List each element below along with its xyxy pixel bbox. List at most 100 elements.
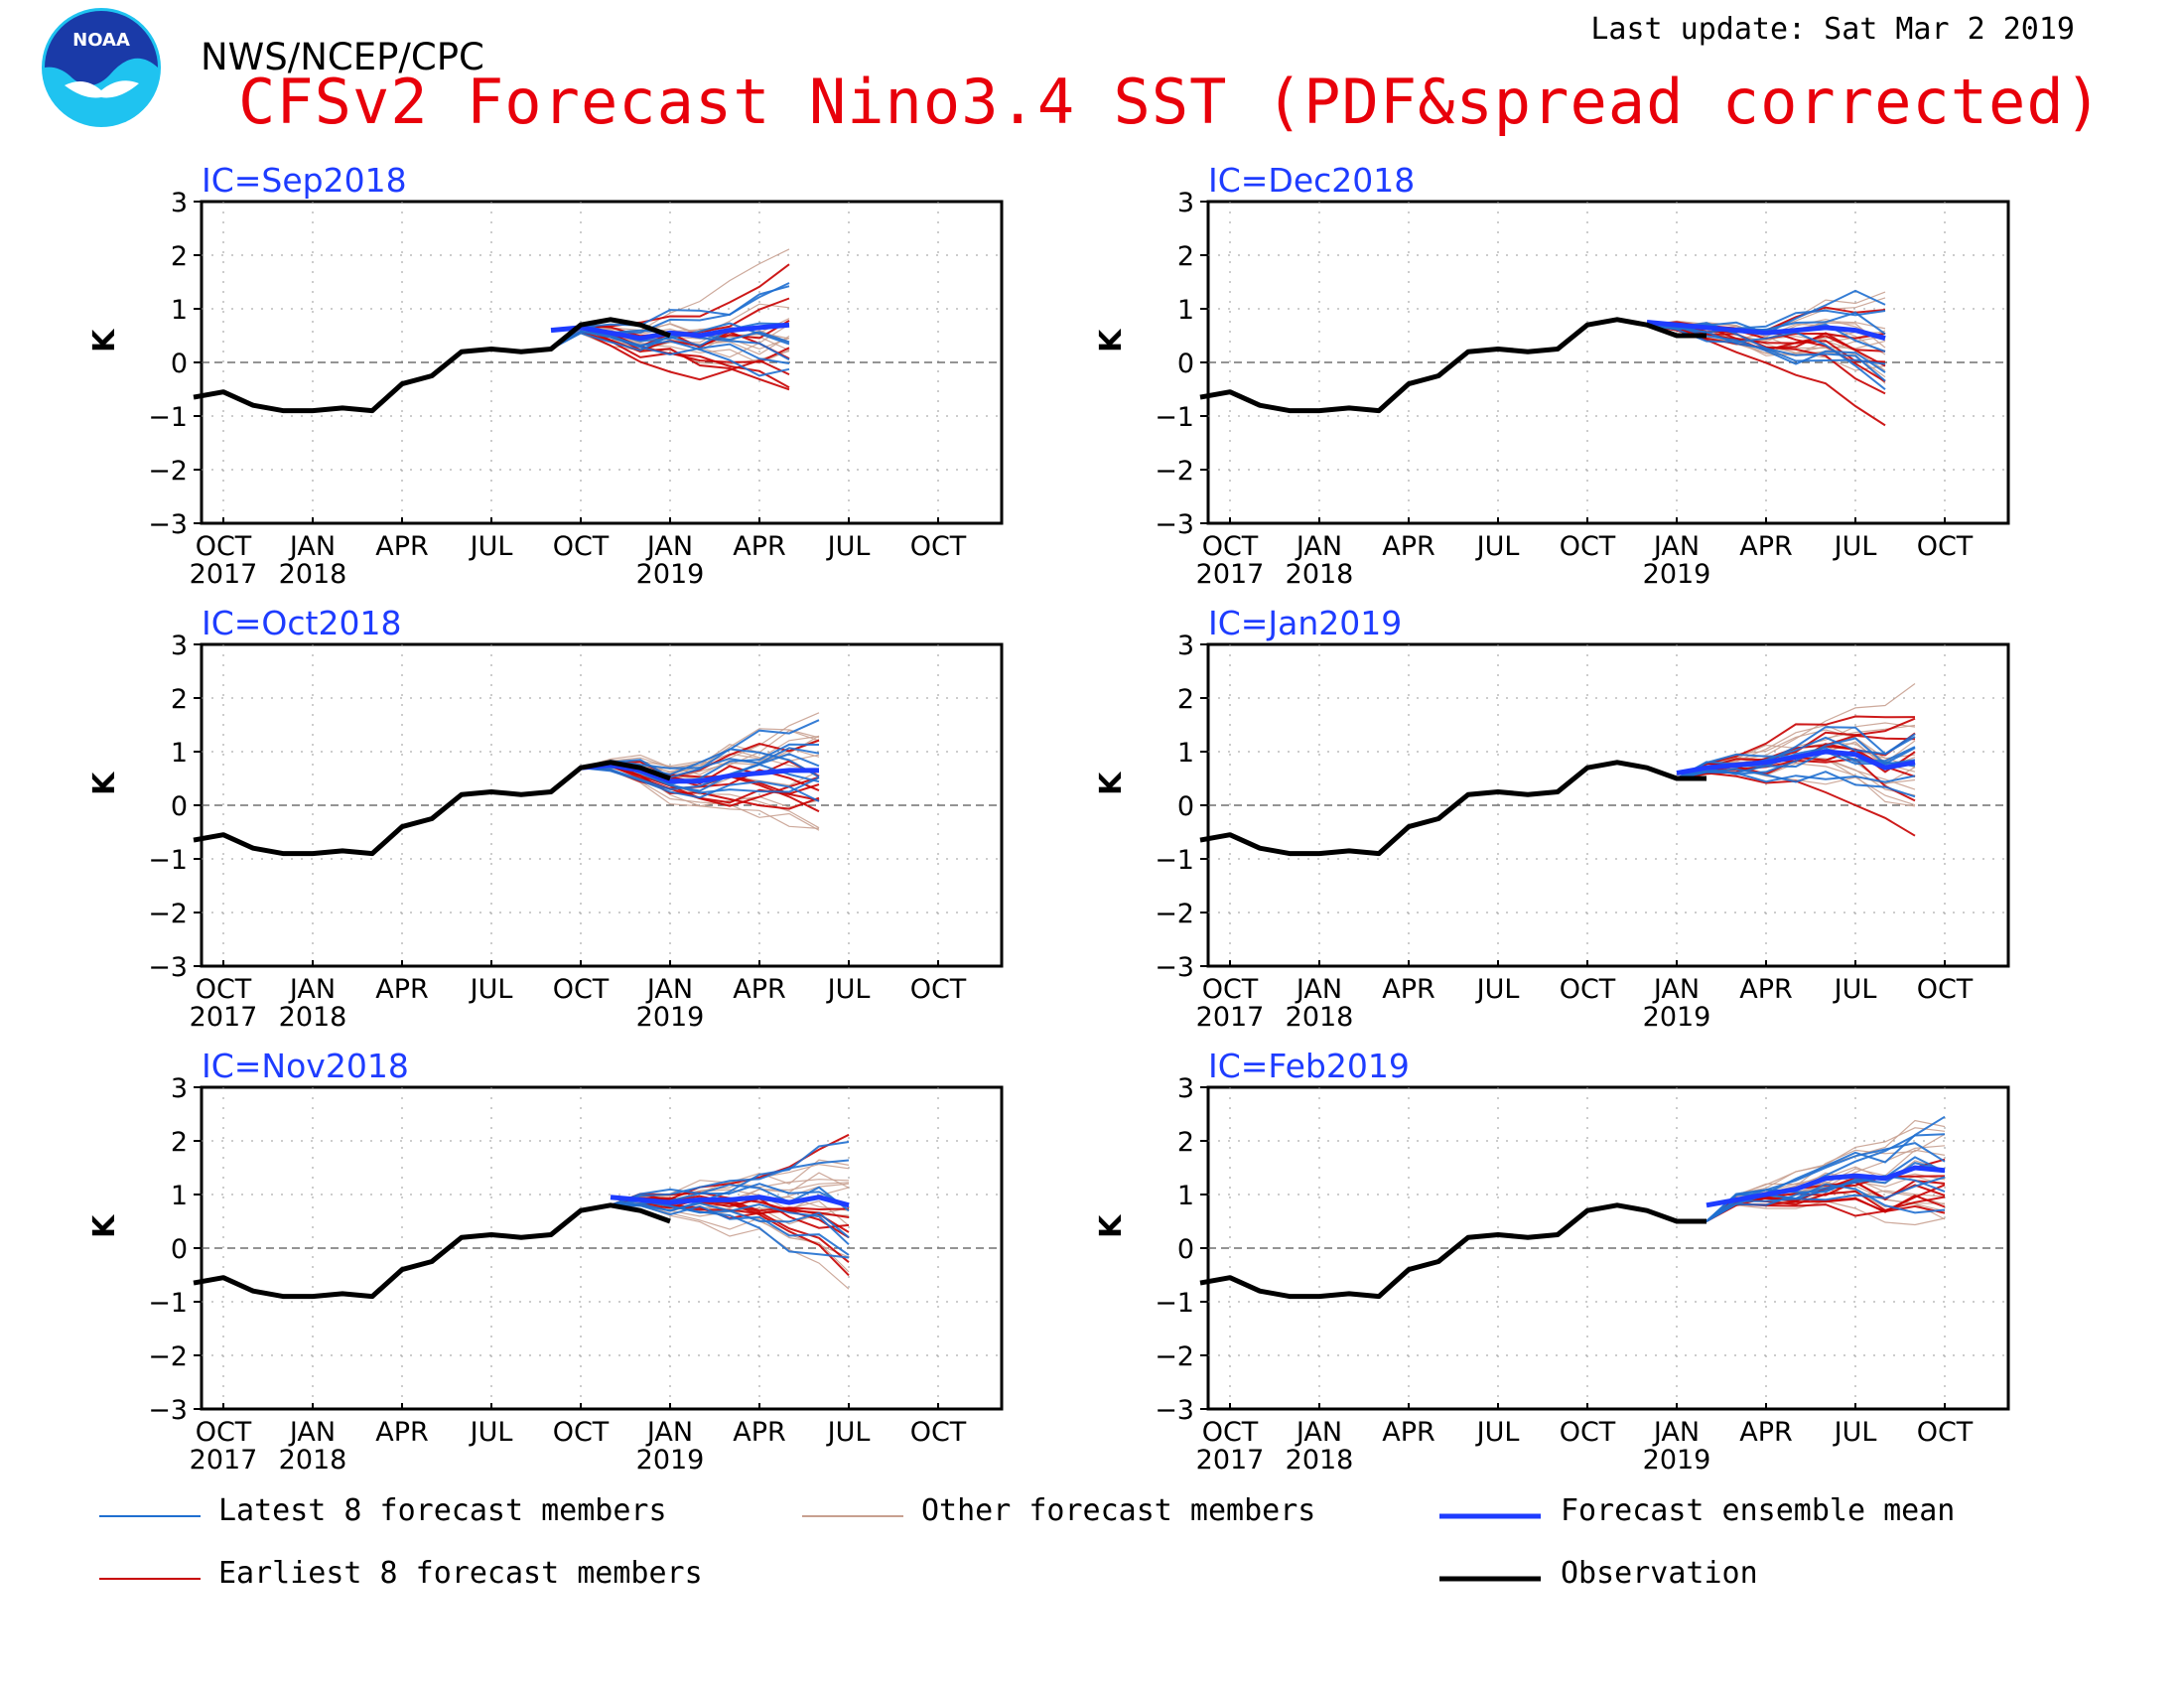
- x-tick-label: JAN: [288, 531, 336, 562]
- y-tick-label: −2: [148, 899, 188, 929]
- observation-line: [193, 317, 671, 414]
- x-tick-label: OCT: [1202, 531, 1259, 562]
- x-tick-label: JUL: [826, 974, 871, 1005]
- x-tick-label: OCT: [1560, 531, 1616, 562]
- x-year-label: 2017: [1196, 1002, 1265, 1033]
- y-axis-label: K: [1094, 1213, 1129, 1238]
- panel-ic-label: IC=Sep2018: [202, 161, 407, 200]
- x-tick-label: JUL: [1475, 531, 1520, 562]
- x-year-label: 2019: [1643, 1002, 1711, 1033]
- panel-ic-label: IC=Dec2018: [1208, 161, 1415, 200]
- y-tick-label: 0: [171, 1234, 188, 1265]
- y-tick-label: 1: [1177, 1181, 1194, 1211]
- y-tick-label: 3: [171, 631, 188, 661]
- x-tick-label: JAN: [288, 974, 336, 1005]
- y-tick-label: −3: [1155, 509, 1194, 540]
- y-tick-label: 0: [171, 791, 188, 822]
- x-tick-label: JAN: [288, 1417, 336, 1448]
- y-axis-label: K: [87, 1213, 122, 1238]
- member-latest: [1706, 1156, 1946, 1222]
- observation-line: [193, 1202, 671, 1300]
- x-tick-label: OCT: [1917, 531, 1974, 562]
- y-tick-label: 1: [1177, 295, 1194, 326]
- observation-line: [1199, 760, 1706, 857]
- x-tick-label: OCT: [196, 531, 252, 562]
- x-tick-label: OCT: [1202, 974, 1259, 1005]
- member-latest: [1676, 726, 1916, 779]
- x-year-label: 2017: [190, 559, 258, 590]
- x-tick-label: APR: [375, 531, 429, 562]
- x-tick-label: JAN: [1295, 1417, 1342, 1448]
- y-tick-label: 2: [1177, 241, 1194, 272]
- x-tick-label: APR: [733, 1417, 786, 1448]
- x-year-label: 2018: [1286, 1445, 1354, 1476]
- x-year-label: 2017: [190, 1445, 258, 1476]
- ensemble-mean-line: [1676, 749, 1916, 776]
- member-latest: [610, 1159, 850, 1206]
- x-tick-label: APR: [733, 974, 786, 1005]
- y-tick-label: 1: [171, 295, 188, 326]
- x-tick-label: OCT: [1560, 974, 1616, 1005]
- x-tick-label: JUL: [1475, 1417, 1520, 1448]
- legend-other-label: Other forecast members: [921, 1493, 1315, 1528]
- x-tick-label: APR: [1739, 1417, 1793, 1448]
- x-tick-label: APR: [375, 974, 429, 1005]
- member-latest: [580, 767, 820, 802]
- x-tick-label: APR: [1739, 974, 1793, 1005]
- y-axis-label: K: [87, 771, 122, 795]
- x-tick-label: JUL: [469, 531, 513, 562]
- x-year-label: 2019: [636, 1445, 705, 1476]
- y-tick-label: −1: [148, 1288, 188, 1319]
- member-latest: [1646, 324, 1886, 365]
- x-tick-label: JUL: [1833, 531, 1877, 562]
- y-tick-label: −1: [1155, 1288, 1194, 1319]
- member-latest: [610, 1203, 850, 1256]
- last-update: Last update: Sat Mar 2 2019: [1590, 12, 2075, 47]
- x-year-label: 2017: [1196, 1445, 1265, 1476]
- y-tick-label: 0: [1177, 791, 1194, 822]
- x-tick-label: OCT: [1202, 1417, 1259, 1448]
- member-latest: [1676, 769, 1916, 783]
- y-axis-label: K: [1094, 771, 1129, 795]
- y-tick-label: −3: [148, 952, 188, 983]
- x-year-label: 2018: [279, 1002, 347, 1033]
- y-tick-label: 0: [1177, 349, 1194, 379]
- member-earliest: [550, 330, 790, 363]
- member-earliest: [1676, 715, 1916, 779]
- x-tick-label: OCT: [1560, 1417, 1616, 1448]
- y-tick-label: 1: [171, 738, 188, 769]
- x-tick-label: JAN: [1295, 974, 1342, 1005]
- x-tick-label: APR: [375, 1417, 429, 1448]
- x-tick-label: OCT: [553, 1417, 610, 1448]
- x-tick-label: APR: [1382, 974, 1435, 1005]
- y-tick-label: 0: [1177, 1234, 1194, 1265]
- x-tick-label: JAN: [1295, 531, 1342, 562]
- x-tick-label: JAN: [645, 531, 693, 562]
- y-tick-label: 2: [1177, 1127, 1194, 1158]
- y-tick-label: −2: [148, 1341, 188, 1372]
- ensemble-mean-line: [550, 322, 790, 342]
- y-tick-label: 3: [171, 188, 188, 218]
- x-year-label: 2018: [1286, 559, 1354, 590]
- x-tick-label: OCT: [910, 531, 967, 562]
- legend-observation-label: Observation: [1561, 1556, 1758, 1591]
- x-tick-label: OCT: [196, 1417, 252, 1448]
- noaa-logo: NOAA: [42, 8, 161, 127]
- y-tick-label: −3: [1155, 1395, 1194, 1426]
- y-tick-label: −3: [148, 509, 188, 540]
- x-tick-label: JAN: [1652, 1417, 1700, 1448]
- member-latest: [1706, 1175, 1946, 1222]
- x-year-label: 2019: [636, 559, 705, 590]
- x-tick-label: JUL: [826, 531, 871, 562]
- legend-earliest-label: Earliest 8 forecast members: [218, 1556, 703, 1591]
- x-year-label: 2018: [279, 559, 347, 590]
- y-tick-label: 0: [171, 349, 188, 379]
- logo-text: NOAA: [72, 30, 130, 51]
- panel-ic-label: IC=Nov2018: [202, 1047, 409, 1085]
- ensemble-mean-line: [1646, 320, 1886, 342]
